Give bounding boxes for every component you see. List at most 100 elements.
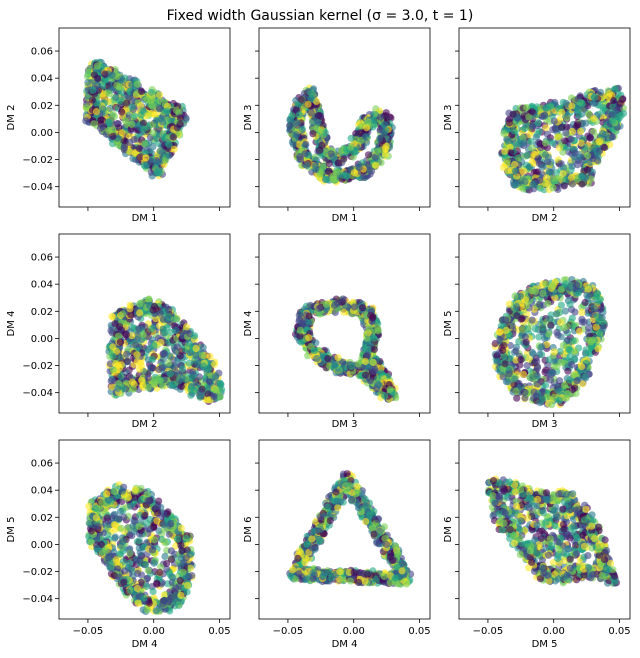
panel-frame (258, 27, 431, 208)
scatter-point (286, 122, 294, 130)
scatter-point (295, 311, 303, 319)
y-axis-label: DM 3 (243, 105, 254, 131)
scatter-point (339, 358, 347, 366)
scatter-point (118, 108, 126, 116)
scatter-point (356, 371, 364, 380)
scatter-point (205, 377, 213, 386)
y-tick-label: −0.02 (22, 155, 53, 166)
scatter-point (531, 325, 539, 333)
scatter-point (386, 385, 394, 394)
scatter-point (84, 79, 92, 87)
scatter-point (127, 311, 135, 319)
scatter-point (560, 164, 568, 172)
scatter-point (105, 90, 113, 98)
scatter-point (293, 119, 301, 127)
scatter-point (505, 119, 514, 127)
scatter-point (585, 110, 593, 118)
scatter-point (316, 127, 324, 136)
scatter-point (121, 117, 130, 125)
scatter-point (554, 133, 562, 141)
scatter-point (169, 133, 177, 141)
scatter-point (97, 116, 105, 124)
scatter-point (108, 71, 116, 79)
scatter-point (611, 85, 619, 93)
scatter-point (369, 367, 377, 376)
scatter-point (608, 117, 616, 125)
scatter-point (152, 116, 160, 125)
scatter-point (295, 111, 303, 119)
scatter-point (364, 363, 372, 372)
scatter-point (361, 357, 370, 366)
scatter-point (500, 129, 508, 137)
scatter-point (129, 385, 137, 393)
scatter-point (350, 169, 358, 177)
scatter-point (536, 184, 544, 192)
scatter-point (525, 355, 533, 363)
scatter-point (530, 168, 538, 177)
scatter-point (512, 347, 520, 355)
scatter-point (510, 160, 519, 169)
scatter-point (156, 377, 164, 385)
scatter-point (109, 366, 118, 374)
scatter-point (562, 129, 570, 137)
scatter-point (521, 333, 529, 341)
scatter-point (204, 365, 212, 373)
scatter-point (106, 360, 114, 368)
scatter-point (552, 310, 561, 318)
scatter-point (165, 306, 173, 314)
scatter-point (380, 129, 388, 137)
scatter-point (561, 307, 570, 315)
scatter-point (212, 387, 220, 395)
scatter-point (582, 119, 590, 127)
scatter-point (147, 363, 155, 372)
scatter-point (506, 143, 514, 151)
scatter-point (107, 377, 115, 385)
scatter-point (578, 308, 586, 316)
scatter-point (506, 149, 515, 157)
scatter-point (568, 127, 577, 136)
scatter-point (558, 108, 566, 116)
scatter-point (310, 347, 318, 355)
scatter-point (517, 356, 525, 364)
scatter-point (298, 125, 306, 133)
scatter-point (313, 354, 321, 363)
scatter-point (590, 93, 599, 101)
scatter-point (159, 118, 167, 126)
scatter-point (340, 308, 348, 316)
scatter-point (333, 168, 341, 176)
scatter-point (577, 172, 586, 181)
scatter-point (528, 316, 536, 324)
scatter-point (574, 121, 582, 129)
scatter-point (589, 128, 598, 136)
scatter-point (534, 119, 542, 127)
scatter-point (142, 154, 150, 162)
scatter-point (296, 332, 304, 340)
scatter-point (547, 321, 555, 329)
scatter-point (187, 385, 195, 393)
y-axis-label: DM 2 (6, 105, 17, 131)
scatter-point (176, 120, 184, 128)
scatter-points (498, 84, 628, 194)
scatter-point (381, 392, 389, 400)
scatter-point (141, 140, 149, 148)
scatter-point (136, 300, 144, 308)
scatter-point (128, 120, 136, 128)
scatter-point (105, 119, 113, 127)
scatter-point (535, 333, 543, 341)
scatter-point (183, 323, 191, 331)
scatter-point (173, 343, 181, 351)
scatter-point (192, 351, 200, 360)
scatter-point (148, 325, 156, 333)
scatter-point (601, 143, 609, 152)
scatter-point (115, 332, 123, 340)
scatter-point (296, 153, 304, 161)
scatter-point (305, 312, 313, 320)
scatter-point (520, 139, 528, 147)
scatter-point (355, 163, 363, 171)
scatter-point (563, 322, 571, 330)
scatter-point (515, 338, 523, 346)
scatter-point (509, 178, 518, 186)
scatter-point (376, 134, 384, 142)
scatter-point (371, 153, 379, 161)
